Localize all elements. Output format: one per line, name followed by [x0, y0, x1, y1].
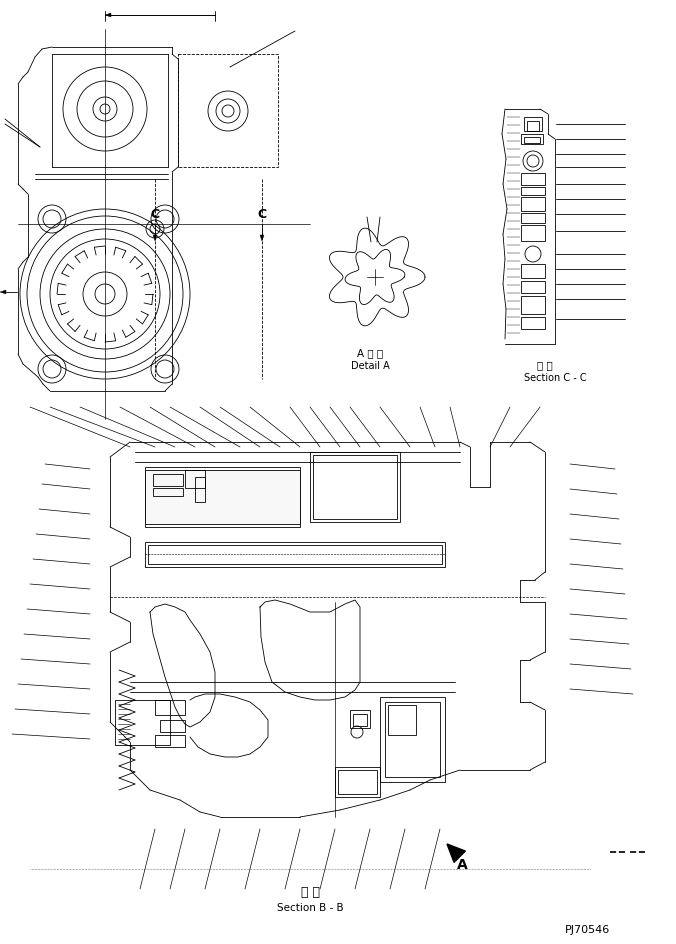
Bar — [185, 470, 205, 488]
Bar — [350, 710, 370, 728]
Bar — [178, 55, 278, 168]
Bar — [160, 720, 185, 733]
Text: Section C - C: Section C - C — [524, 373, 586, 382]
Bar — [115, 700, 170, 745]
Bar — [527, 122, 539, 132]
Bar — [521, 264, 545, 278]
Bar — [148, 546, 442, 565]
Text: Section B - B: Section B - B — [276, 902, 343, 912]
Bar — [155, 700, 185, 716]
Bar — [310, 452, 400, 522]
Polygon shape — [260, 236, 264, 242]
Text: PJ70546: PJ70546 — [564, 924, 610, 934]
Polygon shape — [105, 14, 111, 18]
Bar — [313, 456, 397, 519]
Bar — [380, 698, 445, 783]
Bar — [521, 296, 545, 314]
Bar — [335, 767, 380, 797]
Bar — [388, 705, 416, 735]
Polygon shape — [0, 291, 6, 295]
Bar — [155, 735, 185, 748]
Text: C: C — [258, 209, 266, 221]
Bar — [521, 213, 545, 224]
Bar — [153, 488, 183, 497]
Text: 断 面: 断 面 — [537, 360, 553, 370]
Polygon shape — [153, 236, 157, 242]
Bar — [521, 318, 545, 329]
Bar — [153, 475, 183, 486]
Text: C: C — [151, 209, 160, 221]
Text: A 詳 細: A 詳 細 — [357, 347, 383, 358]
Bar — [521, 135, 543, 144]
Bar — [521, 188, 545, 195]
Bar — [524, 138, 540, 143]
Bar — [521, 174, 545, 186]
Polygon shape — [447, 844, 465, 863]
Bar — [338, 770, 377, 794]
Bar — [521, 281, 545, 294]
Bar — [521, 198, 545, 211]
Bar — [353, 715, 367, 726]
Text: Detail A: Detail A — [351, 361, 389, 371]
Bar — [195, 478, 205, 502]
Bar — [145, 467, 300, 528]
Text: A: A — [456, 857, 467, 871]
Bar — [521, 226, 545, 242]
Bar — [145, 470, 300, 525]
Bar — [145, 543, 445, 567]
Text: 断 面: 断 面 — [301, 885, 320, 899]
Bar — [385, 702, 440, 777]
Bar — [524, 118, 542, 132]
